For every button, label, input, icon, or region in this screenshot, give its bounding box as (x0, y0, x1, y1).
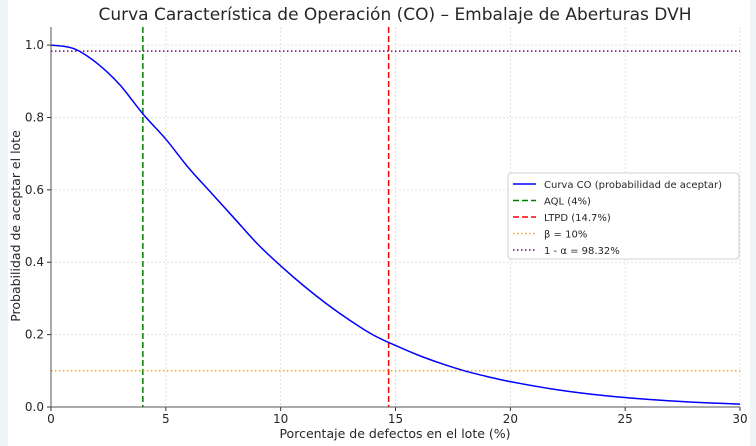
x-axis-label: Porcentaje de defectos en el lote (%) (279, 426, 510, 441)
x-tick-label: 15 (388, 412, 403, 426)
x-tick-label: 30 (732, 412, 747, 426)
y-tick-label: 0.4 (25, 255, 44, 269)
chart-title: Curva Característica de Operación (CO) –… (98, 5, 691, 25)
legend-label: β = 10% (544, 230, 587, 241)
background-strip (750, 0, 756, 446)
legend-label: 1 - α = 98.32% (544, 246, 620, 257)
y-tick-label: 0.0 (25, 400, 44, 414)
legend-label: Curva CO (probabilidad de aceptar) (544, 180, 722, 191)
x-tick-label: 10 (273, 412, 288, 426)
x-tick-label: 5 (162, 412, 170, 426)
x-tick-label: 0 (47, 412, 55, 426)
background-strip (0, 0, 8, 446)
oc-curve-line (50, 44, 741, 405)
legend-label: LTPD (14.7%) (544, 213, 611, 224)
legend-label: AQL (4%) (544, 197, 591, 208)
y-axis-label: Probabilidad de aceptar el lote (8, 130, 23, 322)
y-tick-label: 0.6 (25, 183, 44, 197)
legend: Curva CO (probabilidad de aceptar) AQL (4… (507, 172, 740, 260)
y-tick-label: 0.2 (25, 328, 44, 342)
x-tick-label: 25 (618, 412, 633, 426)
y-tick-label: 1.0 (25, 38, 44, 52)
y-tick-label: 0.8 (25, 110, 44, 124)
legend-box (507, 172, 740, 260)
x-tick-label: 20 (503, 412, 518, 426)
